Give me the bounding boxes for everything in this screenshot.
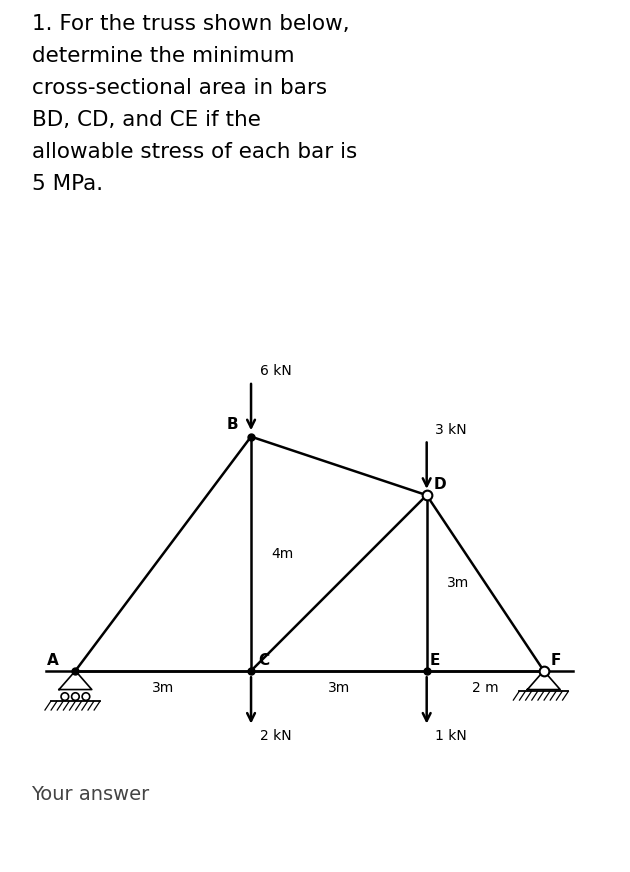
- Text: Your answer: Your answer: [32, 785, 150, 804]
- Text: 3m: 3m: [152, 681, 175, 695]
- Text: 6 kN: 6 kN: [260, 364, 292, 378]
- Text: 4m: 4m: [272, 547, 294, 561]
- Text: A: A: [47, 653, 59, 668]
- Text: C: C: [258, 653, 269, 668]
- Text: 2 m: 2 m: [472, 681, 498, 695]
- Text: 1. For the truss shown below,
determine the minimum
cross-sectional area in bars: 1. For the truss shown below, determine …: [32, 14, 357, 194]
- Text: E: E: [430, 653, 440, 668]
- Text: 2 kN: 2 kN: [260, 729, 292, 743]
- Text: F: F: [551, 653, 561, 668]
- Text: 3m: 3m: [447, 576, 469, 590]
- Text: 3m: 3m: [328, 681, 350, 695]
- Text: B: B: [227, 417, 238, 432]
- Text: 3 kN: 3 kN: [435, 423, 467, 437]
- Text: 1 kN: 1 kN: [435, 729, 467, 743]
- Text: D: D: [433, 477, 446, 493]
